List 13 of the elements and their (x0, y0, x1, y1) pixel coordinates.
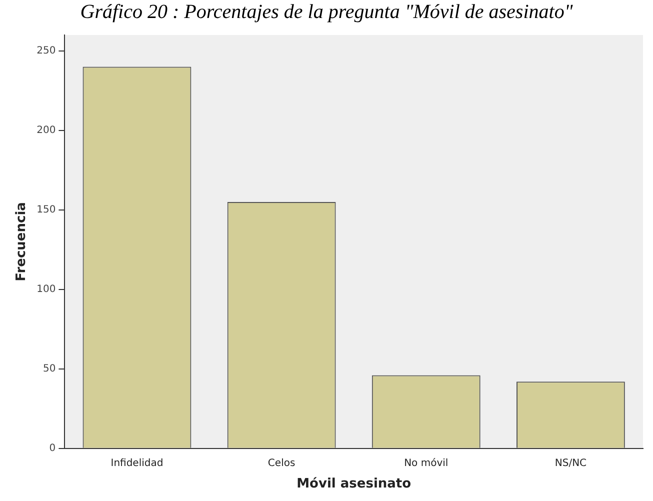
y-tick-label: 100 (36, 284, 56, 295)
x-axis-title: Móvil asesinato (296, 476, 412, 492)
x-tick-label: Celos (268, 458, 296, 469)
y-tick-label: 200 (36, 124, 56, 136)
y-tick-label: 150 (36, 204, 56, 216)
y-tick-label: 250 (36, 45, 56, 56)
y-tick-label: 0 (49, 442, 56, 454)
x-tick-label: No móvil (404, 458, 448, 469)
chart-title: Gráfico 20 : Porcentajes de la pregunta "Móvil de asesinato" (79, 0, 574, 25)
y-axis-title: Frecuencia (14, 202, 30, 282)
x-tick-label: NS/NC (554, 458, 587, 469)
x-tick-label: Infidelidad (110, 458, 164, 469)
y-tick-label: 50 (42, 363, 56, 374)
